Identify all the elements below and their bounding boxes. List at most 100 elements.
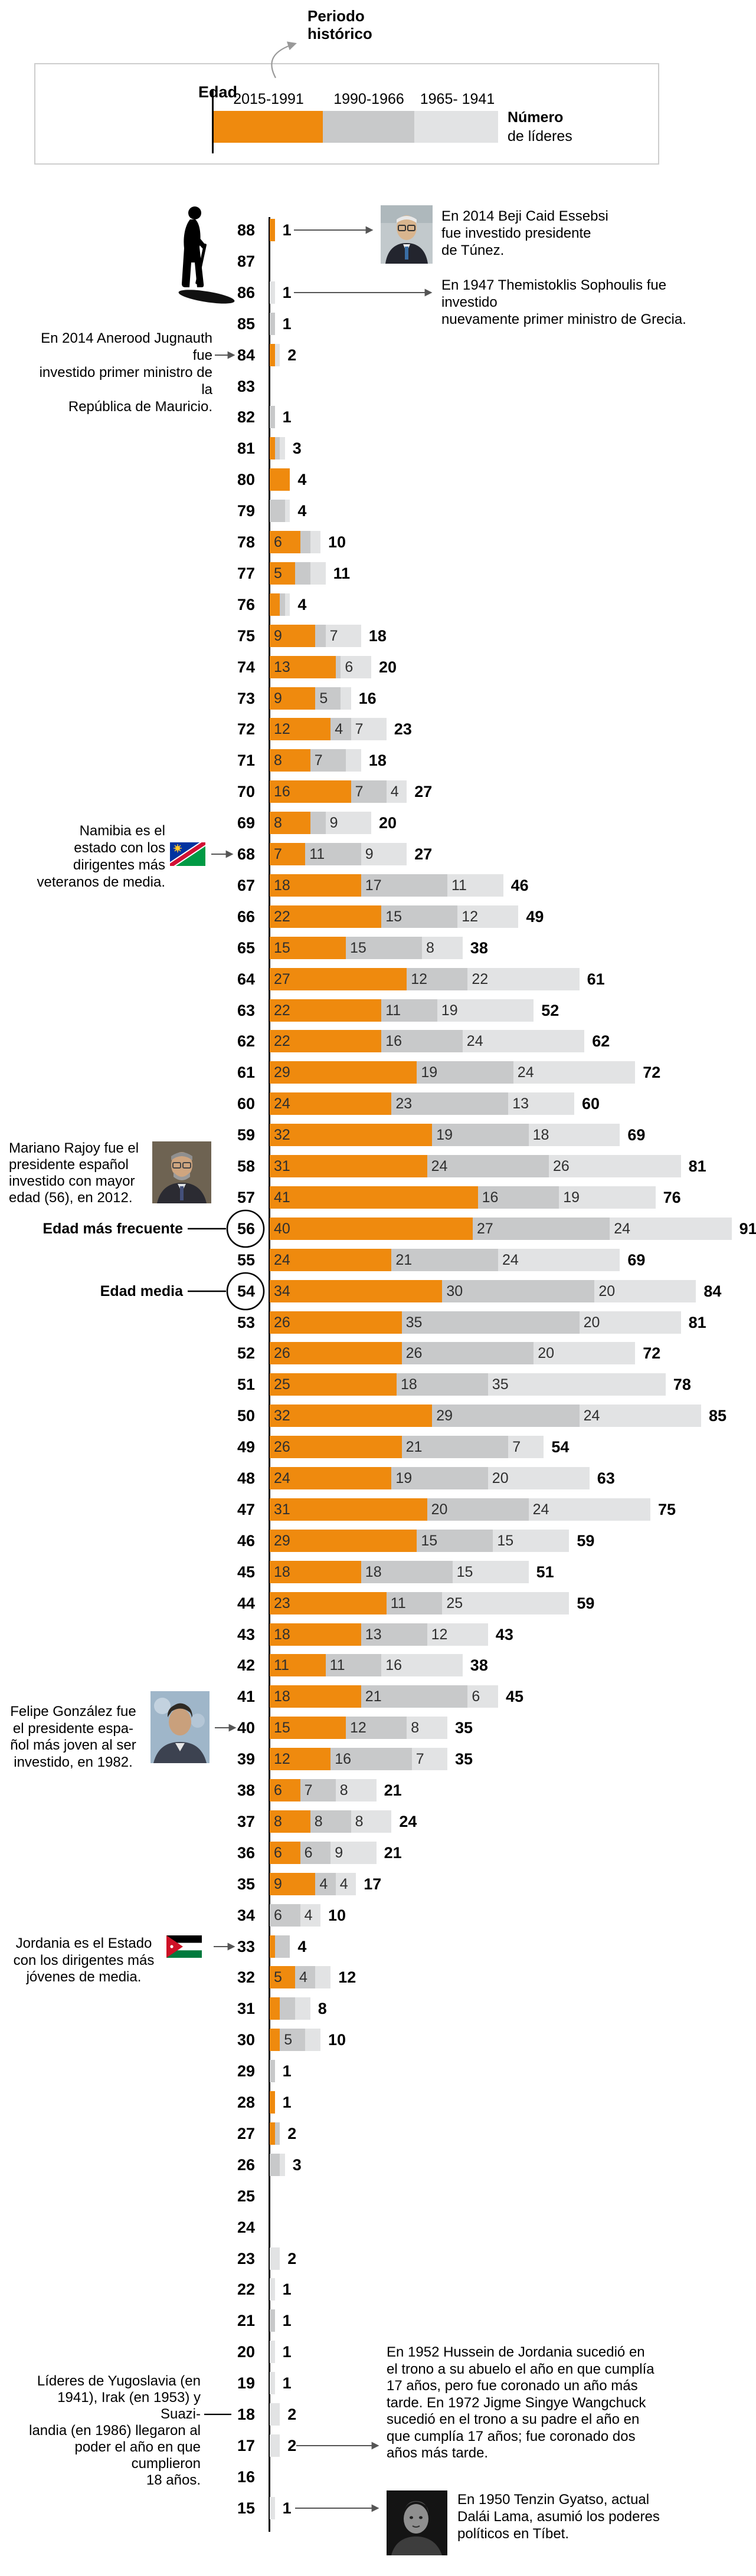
segment-value: 18 — [274, 1626, 290, 1643]
annotation-line: años más tarde. — [387, 2445, 489, 2461]
bar-segment-2015-1991-age-66: 22 — [270, 905, 382, 928]
bar-segment-1990-1966-age-44: 11 — [386, 1591, 443, 1614]
bar-total-age-75: 18 — [368, 626, 387, 645]
bar-total-age-28: 1 — [282, 2093, 292, 2111]
bar-segment-1965- 1941-age-75: 7 — [325, 624, 361, 647]
segment-value: 8 — [314, 1813, 323, 1830]
bar-segment-1990-1966-age-79 — [270, 500, 285, 523]
bar-segment-1990-1966-age-82 — [270, 406, 275, 429]
segment-value: 35 — [405, 1314, 423, 1331]
bar-segment-1965- 1941-age-36: 9 — [330, 1841, 377, 1864]
age-label-58: 58 — [237, 1157, 255, 1175]
bar-segment-1990-1966-age-56: 27 — [473, 1217, 610, 1240]
age-label-65: 65 — [237, 938, 255, 957]
segment-value: 4 — [299, 1969, 307, 1986]
bar-segment-1965- 1941-age-50: 24 — [579, 1405, 701, 1428]
bar-segment-1990-1966-age-53: 35 — [401, 1311, 580, 1334]
segment-value: 11 — [390, 1594, 406, 1612]
age-label-22: 22 — [237, 2280, 255, 2299]
bar-segment-2015-1991-age-73: 9 — [270, 687, 316, 710]
bar-total-age-34: 10 — [328, 1906, 346, 1924]
segment-value: 20 — [598, 1282, 616, 1300]
bar-segment-2015-1991-age-43: 18 — [270, 1623, 361, 1646]
segment-value: 15 — [274, 1719, 290, 1737]
bar-segment-2015-1991-age-52: 26 — [270, 1342, 402, 1365]
bar-segment-1965- 1941-age-70: 4 — [386, 780, 407, 803]
bar-segment-1965- 1941-age-65: 8 — [422, 936, 463, 959]
bar-total-age-26: 3 — [292, 2155, 302, 2174]
segment-value: 6 — [274, 534, 282, 550]
annotation-line: Mariano Rajoy fue el — [9, 1140, 139, 1156]
bar-segment-1965- 1941-age-40: 8 — [407, 1717, 447, 1740]
age-label-43: 43 — [237, 1625, 255, 1643]
bar-total-age-85: 1 — [282, 314, 292, 333]
photo-mariano-rajoy — [152, 1141, 211, 1203]
bar-segment-2015-1991-age-80 — [270, 468, 290, 491]
bar-total-age-58: 81 — [688, 1157, 706, 1175]
bar-segment-1965- 1941-age-45: 15 — [452, 1560, 529, 1583]
bar-segment-1965- 1941-age-15 — [270, 2496, 275, 2519]
bar-segment-1990-1966-age-74 — [335, 655, 341, 678]
segment-value: 13 — [512, 1095, 529, 1113]
bar-segment-1990-1966-age-43: 13 — [361, 1623, 427, 1646]
bar-total-age-39: 35 — [455, 1750, 473, 1768]
bar-segment-2015-1991-age-59: 32 — [270, 1124, 433, 1147]
segment-value: 27 — [477, 1220, 493, 1237]
annotation-line: 17 años, pero fue coronado un año más — [387, 2378, 638, 2394]
bar-segment-1965- 1941-age-39: 7 — [411, 1748, 447, 1771]
segment-value: 15 — [350, 939, 366, 956]
annotation-dalai: En 1950 Tenzin Gyatso, actual Dalái Lama,… — [457, 2491, 676, 2542]
annotation-line: En 1950 Tenzin Gyatso, actual — [457, 2492, 650, 2508]
bar-segment-1965- 1941-age-72: 7 — [351, 718, 387, 741]
bar-segment-1965- 1941-age-61: 24 — [513, 1061, 636, 1084]
bar-segment-1965- 1941-age-22 — [270, 2278, 275, 2301]
annotation-line: Edad media — [100, 1283, 183, 1300]
segment-value: 22 — [274, 1033, 290, 1050]
segment-value: 26 — [274, 1439, 290, 1456]
bar-segment-2015-1991-age-27 — [270, 2122, 275, 2145]
bar-segment-1965- 1941-age-73 — [341, 687, 351, 710]
segment-value: 11 — [329, 1657, 345, 1674]
bar-total-age-46: 59 — [577, 1531, 595, 1550]
segment-value: 8 — [355, 1813, 364, 1830]
bar-segment-1990-1966-age-63: 11 — [381, 999, 437, 1022]
annotation-line: En 2014 Beji Caid Essebsi — [441, 208, 608, 224]
bar-segment-1990-1966-age-78 — [300, 531, 310, 553]
age-label-77: 77 — [237, 564, 255, 582]
bar-total-age-61: 72 — [643, 1064, 661, 1082]
bar-segment-2015-1991-age-58: 31 — [270, 1155, 427, 1177]
segment-value: 5 — [274, 1969, 282, 1986]
annotation-line: Dalái Lama, asumió los poderes — [457, 2509, 660, 2525]
bar-segment-1965- 1941-age-37: 8 — [351, 1810, 392, 1833]
segment-value: 18 — [274, 1688, 290, 1705]
bar-segment-2015-1991-age-74: 13 — [270, 655, 336, 678]
segment-value: 7 — [304, 1782, 313, 1799]
bar-total-age-38: 21 — [384, 1781, 402, 1799]
segment-value: 25 — [446, 1594, 463, 1612]
segment-value: 17 — [365, 877, 382, 894]
bar-segment-2015-1991-age-57: 41 — [270, 1186, 478, 1209]
bar-segment-2015-1991-age-46: 29 — [270, 1529, 417, 1552]
annotation-edad-media: Edad media — [34, 1283, 183, 1300]
bar-segment-2015-1991-age-88 — [270, 219, 275, 241]
annotation-line: 18 años. — [146, 2472, 201, 2488]
bar-total-age-21: 1 — [282, 2312, 292, 2330]
age-label-33: 33 — [237, 1937, 255, 1955]
age-label-46: 46 — [237, 1531, 255, 1550]
bar-segment-1965- 1941-age-34: 4 — [300, 1904, 320, 1927]
bar-segment-1965- 1941-age-20 — [270, 2341, 275, 2364]
segment-value: 6 — [274, 1782, 282, 1799]
bar-segment-1965- 1941-age-56: 24 — [610, 1217, 732, 1240]
bar-segment-2015-1991-age-69: 8 — [270, 812, 310, 835]
bar-segment-2015-1991-age-44: 23 — [270, 1591, 387, 1614]
bar-segment-1965- 1941-age-46: 15 — [493, 1529, 570, 1552]
bar-total-age-42: 38 — [470, 1656, 488, 1675]
segment-value: 4 — [319, 1875, 328, 1892]
age-label-21: 21 — [237, 2312, 255, 2330]
bar-total-age-79: 4 — [297, 502, 307, 520]
age-label-45: 45 — [237, 1563, 255, 1581]
segment-value: 25 — [274, 1376, 290, 1393]
bar-total-age-56: 91 — [739, 1219, 756, 1238]
annotation-line: En 2014 Anerood Jugnauth fue — [41, 330, 212, 363]
age-label-50: 50 — [237, 1407, 255, 1425]
